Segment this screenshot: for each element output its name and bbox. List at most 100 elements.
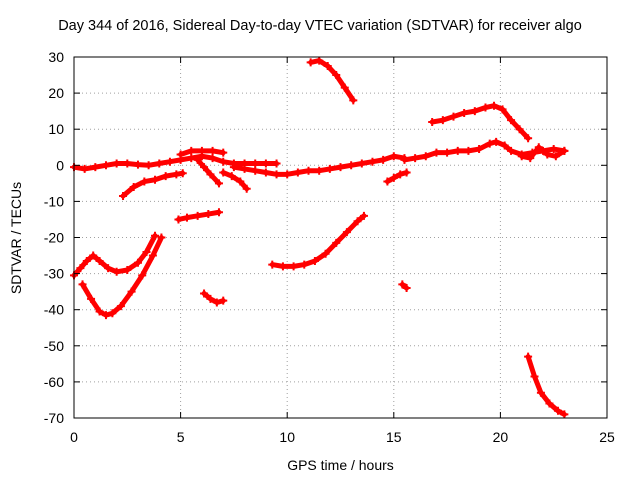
data-point <box>227 172 236 181</box>
series-trace <box>120 170 186 199</box>
x-tick-label: 20 <box>493 429 509 445</box>
data-point <box>475 145 484 154</box>
series-trace <box>525 354 567 417</box>
data-point <box>229 163 238 172</box>
y-tick-label: 10 <box>48 121 64 137</box>
data-point <box>219 148 228 157</box>
data-point <box>251 159 260 168</box>
data-point <box>101 311 110 320</box>
data-point <box>321 249 330 258</box>
data-point <box>553 406 562 415</box>
data-point <box>208 154 217 163</box>
y-tick-label: -70 <box>44 410 64 426</box>
data-point <box>204 210 213 219</box>
data-point <box>421 152 430 161</box>
y-tick-label: -10 <box>44 193 64 209</box>
data-point <box>534 143 543 152</box>
data-point <box>524 352 533 361</box>
data-point <box>524 134 533 143</box>
plot-area <box>70 56 569 419</box>
data-point <box>400 155 409 164</box>
data-point <box>123 159 132 168</box>
data-point <box>325 164 334 173</box>
data-point <box>116 302 125 311</box>
series-arc-7to8 <box>219 168 251 193</box>
data-point <box>443 148 452 157</box>
data-point <box>300 260 309 269</box>
data-point <box>306 58 315 67</box>
series-curve-mid <box>268 211 368 271</box>
data-point <box>336 163 345 172</box>
series-upper-right <box>428 101 533 143</box>
data-point <box>428 117 437 126</box>
data-point <box>219 296 228 305</box>
data-point <box>178 169 187 178</box>
x-tick-label: 25 <box>599 429 615 445</box>
data-point <box>104 264 113 273</box>
data-point <box>214 208 223 217</box>
data-point <box>138 271 147 280</box>
series-cluster-21to23 <box>517 143 569 163</box>
series-lower-right <box>524 352 569 419</box>
x-tick-label: 15 <box>386 429 402 445</box>
data-point <box>551 152 560 161</box>
y-tick-label: -50 <box>44 338 64 354</box>
series-seg-5to7 <box>174 208 223 224</box>
data-point <box>359 211 368 220</box>
y-tick-label: -30 <box>44 266 64 282</box>
data-point <box>129 182 138 191</box>
data-point <box>498 105 507 114</box>
data-point <box>464 146 473 155</box>
data-point <box>323 62 332 71</box>
data-point <box>268 260 277 269</box>
series-trace <box>220 170 250 192</box>
series-arc-6to6.8 <box>193 155 223 188</box>
data-point <box>200 289 209 298</box>
data-point <box>278 262 287 271</box>
data-point <box>155 159 164 168</box>
data-point <box>174 215 183 224</box>
data-point <box>272 170 281 179</box>
data-point <box>261 159 270 168</box>
data-point <box>187 146 196 155</box>
data-point <box>91 163 100 172</box>
data-point <box>127 287 136 296</box>
data-point <box>560 410 569 419</box>
data-point <box>182 213 191 222</box>
data-point <box>78 280 87 289</box>
series-trace <box>269 213 367 269</box>
data-point <box>353 217 362 226</box>
data-point <box>187 154 196 163</box>
data-point <box>112 159 121 168</box>
data-point <box>315 56 324 65</box>
data-point <box>157 233 166 242</box>
data-point <box>396 170 405 179</box>
data-point <box>123 265 132 274</box>
x-tick-label: 5 <box>177 429 185 445</box>
data-point <box>357 159 366 168</box>
axis-ticks: 0 5 10 15 20 25 -70 -60 -50 -40 -30 -20 -10 0 10 20 30 <box>44 49 615 445</box>
y-tick-label: 0 <box>56 157 64 173</box>
series-arc-5to7 <box>176 146 228 159</box>
data-point <box>332 71 341 80</box>
data-point <box>242 184 251 193</box>
series-arc-top <box>306 56 358 105</box>
data-point <box>133 160 142 169</box>
data-point <box>165 157 174 166</box>
data-point <box>492 137 501 146</box>
data-point <box>470 107 479 116</box>
data-point <box>283 170 292 179</box>
data-point <box>545 399 554 408</box>
data-point <box>80 164 89 173</box>
series-trace <box>80 235 164 318</box>
data-point <box>172 170 181 179</box>
data-point <box>261 168 270 177</box>
data-point <box>206 170 215 179</box>
data-point <box>449 112 458 121</box>
data-point <box>368 157 377 166</box>
data-point <box>481 103 490 112</box>
y-tick-label: -40 <box>44 302 64 318</box>
data-point <box>315 166 324 175</box>
data-point <box>526 154 535 163</box>
data-point <box>379 155 388 164</box>
